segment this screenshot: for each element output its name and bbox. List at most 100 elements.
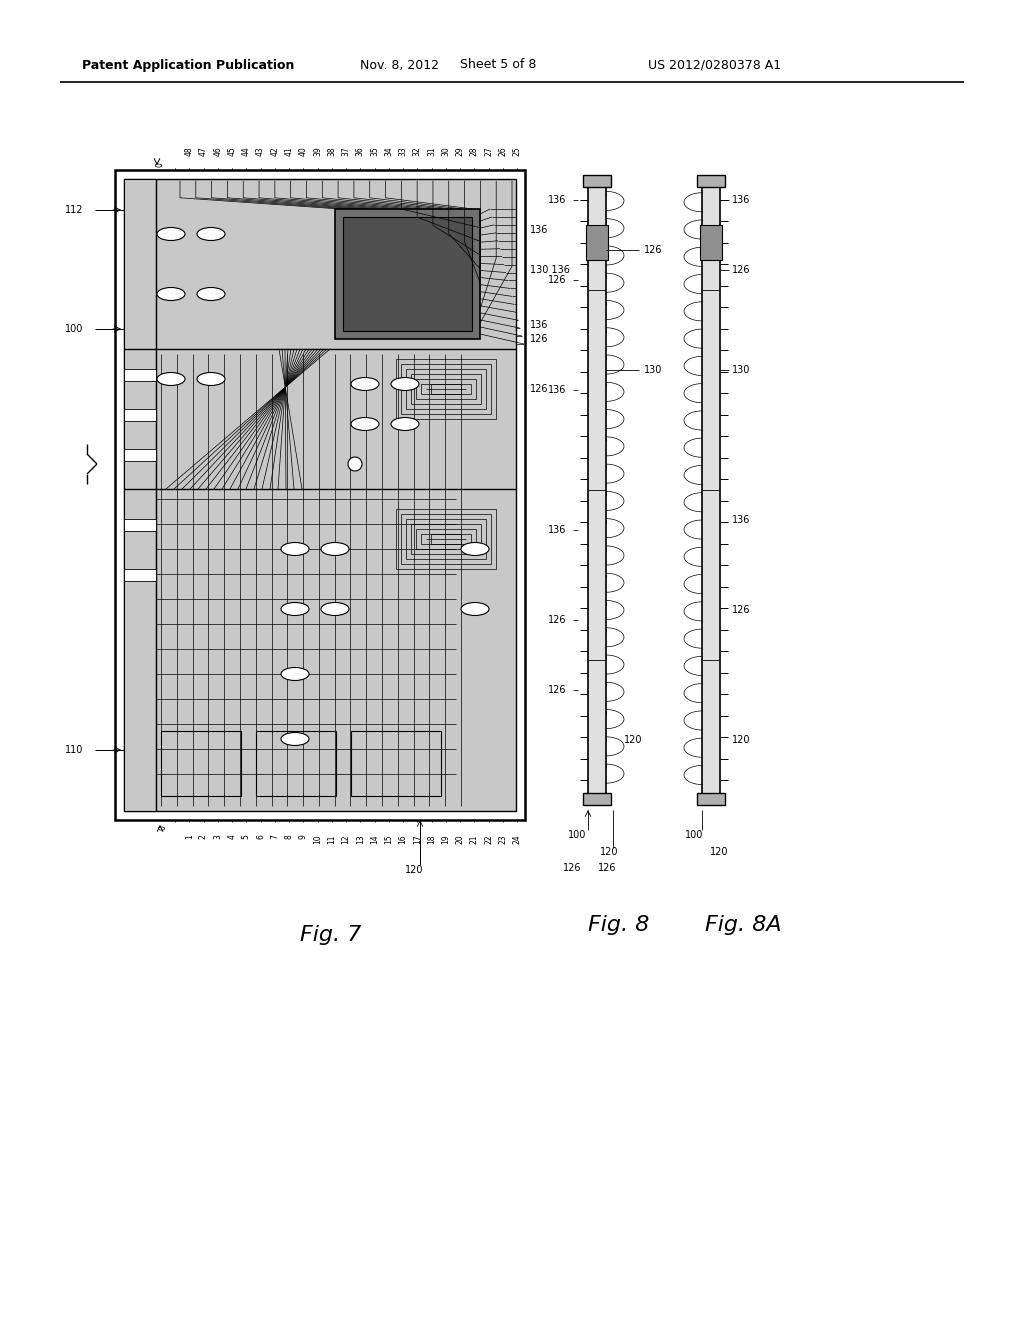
Text: 136: 136 bbox=[530, 224, 549, 235]
Text: 120: 120 bbox=[624, 735, 642, 744]
Text: 19: 19 bbox=[441, 834, 451, 843]
Text: 120: 120 bbox=[600, 847, 618, 857]
Bar bbox=[416, 379, 476, 399]
Ellipse shape bbox=[461, 543, 489, 556]
Text: 7: 7 bbox=[270, 834, 280, 840]
Text: 100: 100 bbox=[65, 323, 83, 334]
Bar bbox=[124, 180, 156, 810]
Text: 1: 1 bbox=[184, 834, 194, 838]
Bar bbox=[697, 793, 725, 805]
Text: 136: 136 bbox=[548, 195, 566, 205]
Bar bbox=[115, 170, 525, 820]
Text: 47: 47 bbox=[199, 147, 208, 156]
Text: 126: 126 bbox=[732, 605, 751, 615]
Bar bbox=[343, 216, 472, 331]
Ellipse shape bbox=[157, 372, 185, 385]
Bar bbox=[588, 180, 606, 800]
Bar bbox=[406, 370, 486, 409]
Text: 100: 100 bbox=[685, 830, 703, 840]
Text: 126: 126 bbox=[548, 275, 566, 285]
Bar bbox=[401, 364, 490, 414]
Text: 37: 37 bbox=[341, 147, 350, 156]
Ellipse shape bbox=[351, 378, 379, 391]
Text: 28: 28 bbox=[470, 147, 479, 156]
Text: 126: 126 bbox=[548, 685, 566, 696]
Text: Fig. 7: Fig. 7 bbox=[300, 925, 361, 945]
Text: 136: 136 bbox=[732, 515, 751, 525]
Ellipse shape bbox=[321, 602, 349, 615]
Text: 42: 42 bbox=[270, 147, 280, 156]
Text: 31: 31 bbox=[427, 147, 436, 156]
Text: 130: 130 bbox=[644, 366, 663, 375]
Bar bbox=[161, 731, 241, 796]
Ellipse shape bbox=[321, 543, 349, 556]
Text: 25: 25 bbox=[512, 147, 521, 156]
Bar bbox=[583, 176, 611, 187]
Text: 112: 112 bbox=[65, 205, 84, 215]
Text: 33: 33 bbox=[398, 147, 408, 156]
Text: 4: 4 bbox=[227, 834, 237, 840]
Bar bbox=[700, 224, 722, 260]
Ellipse shape bbox=[281, 602, 309, 615]
Ellipse shape bbox=[391, 378, 419, 391]
Ellipse shape bbox=[281, 733, 309, 746]
Bar bbox=[431, 535, 461, 544]
Text: 20: 20 bbox=[456, 834, 465, 843]
Text: US 2012/0280378 A1: US 2012/0280378 A1 bbox=[648, 58, 781, 71]
Text: 29: 29 bbox=[456, 147, 465, 156]
Ellipse shape bbox=[351, 417, 379, 430]
Text: 22: 22 bbox=[484, 834, 493, 843]
Ellipse shape bbox=[197, 227, 225, 240]
Text: Nov. 8, 2012: Nov. 8, 2012 bbox=[360, 58, 439, 71]
Text: 36: 36 bbox=[355, 147, 365, 156]
Bar bbox=[421, 535, 471, 544]
Text: 30: 30 bbox=[441, 147, 451, 156]
Text: 9: 9 bbox=[299, 834, 308, 840]
Text: 21: 21 bbox=[470, 834, 479, 843]
Text: 45: 45 bbox=[227, 147, 237, 156]
Bar bbox=[124, 449, 156, 461]
Text: 126: 126 bbox=[548, 615, 566, 624]
Text: 6: 6 bbox=[256, 834, 265, 840]
Text: 110: 110 bbox=[65, 744, 83, 755]
Text: 136: 136 bbox=[548, 525, 566, 535]
Bar bbox=[124, 519, 156, 531]
Text: 126: 126 bbox=[598, 863, 616, 873]
Text: Fig. 8A: Fig. 8A bbox=[705, 915, 781, 935]
Text: 0: 0 bbox=[159, 825, 168, 830]
Text: 126: 126 bbox=[563, 863, 582, 873]
Bar bbox=[124, 569, 156, 581]
Text: 10: 10 bbox=[313, 834, 322, 843]
Bar bbox=[351, 731, 441, 796]
Bar bbox=[335, 209, 480, 339]
Text: 130: 130 bbox=[732, 366, 751, 375]
Text: 48: 48 bbox=[184, 147, 194, 156]
Text: 2: 2 bbox=[199, 834, 208, 838]
Text: 24: 24 bbox=[512, 834, 521, 843]
Bar bbox=[124, 180, 516, 810]
Text: 126: 126 bbox=[644, 246, 663, 255]
Text: 17: 17 bbox=[413, 834, 422, 843]
Text: 38: 38 bbox=[328, 147, 336, 156]
Text: 15: 15 bbox=[384, 834, 393, 843]
Text: 16: 16 bbox=[398, 834, 408, 843]
Bar bbox=[697, 176, 725, 187]
Text: 32: 32 bbox=[413, 147, 422, 156]
Text: 136: 136 bbox=[548, 385, 566, 395]
Text: 39: 39 bbox=[313, 147, 322, 156]
Text: Patent Application Publication: Patent Application Publication bbox=[82, 58, 294, 71]
Bar bbox=[411, 524, 481, 554]
Ellipse shape bbox=[197, 372, 225, 385]
Text: 34: 34 bbox=[384, 147, 393, 156]
Text: 40: 40 bbox=[299, 147, 308, 156]
Text: 126: 126 bbox=[732, 265, 751, 275]
Bar bbox=[421, 384, 471, 393]
Text: 12: 12 bbox=[341, 834, 350, 843]
Bar bbox=[431, 384, 461, 393]
Text: 126: 126 bbox=[530, 334, 549, 345]
Text: 5: 5 bbox=[242, 834, 251, 840]
Text: 3: 3 bbox=[213, 834, 222, 840]
Text: 136: 136 bbox=[732, 195, 751, 205]
Text: 0: 0 bbox=[156, 162, 165, 168]
Text: 44: 44 bbox=[242, 147, 251, 156]
